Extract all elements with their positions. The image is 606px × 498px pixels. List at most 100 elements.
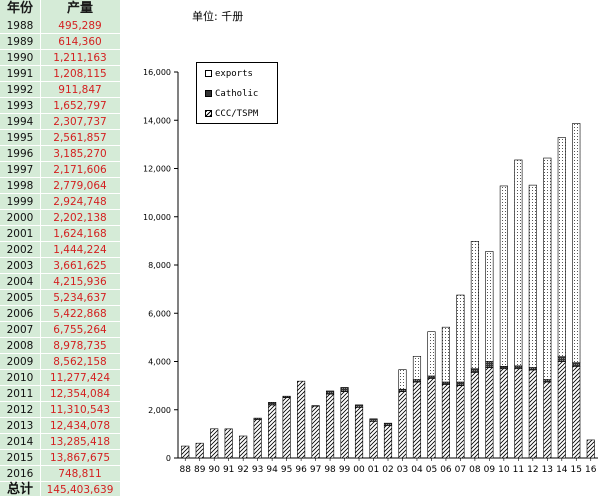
row-year[interactable]: 1991 <box>6 68 34 80</box>
table-row[interactable]: 1991 1,208,115 <box>0 66 120 82</box>
row-value[interactable]: 2,779,064 <box>53 180 107 192</box>
x-tick-label-06: 06 <box>440 465 452 475</box>
row-year[interactable]: 1999 <box>6 196 34 208</box>
table-row[interactable]: 2016 748,811 <box>0 466 120 482</box>
row-year[interactable]: 2016 <box>6 468 34 480</box>
row-value[interactable]: 8,978,735 <box>53 340 107 352</box>
table-row[interactable]: 2014 13,285,418 <box>0 434 120 450</box>
bar-segment-catholic-02 <box>383 422 393 426</box>
row-value[interactable]: 2,307,737 <box>53 116 107 128</box>
row-year[interactable]: 1998 <box>6 180 34 192</box>
row-value[interactable]: 12,354,084 <box>49 388 111 400</box>
table-row[interactable]: 2001 1,624,168 <box>0 226 120 242</box>
stacked-bar-chart[interactable]: 0 2,000 4,000 6,000 8,000 10,000 12,000 14,000 1… <box>120 0 606 496</box>
table-row[interactable]: 2003 3,661,625 <box>0 258 120 274</box>
row-year[interactable]: 1989 <box>6 36 34 48</box>
table-row[interactable]: 1994 2,307,737 <box>0 114 120 130</box>
row-value[interactable]: 11,310,543 <box>49 404 111 416</box>
table-row[interactable]: 1990 1,211,163 <box>0 50 120 66</box>
row-value[interactable]: 13,867,675 <box>49 452 111 464</box>
row-value[interactable]: 1,444,224 <box>53 244 107 256</box>
row-value[interactable]: 3,661,625 <box>53 260 107 272</box>
row-year[interactable]: 2012 <box>6 404 34 416</box>
table-row[interactable]: 2009 8,562,158 <box>0 354 120 370</box>
table-row[interactable]: 2004 4,215,936 <box>0 274 120 290</box>
row-value[interactable]: 1,652,797 <box>53 100 107 112</box>
table-row[interactable]: 1997 2,171,606 <box>0 162 120 178</box>
table-row[interactable]: 2012 11,310,543 <box>0 402 120 418</box>
header-value[interactable]: 产量 <box>66 1 93 16</box>
row-year[interactable]: 2006 <box>6 308 34 320</box>
row-value[interactable]: 614,360 <box>58 36 102 48</box>
row-year[interactable]: 2001 <box>6 228 34 240</box>
row-year[interactable]: 2000 <box>6 212 34 224</box>
row-year[interactable]: 2005 <box>6 292 34 304</box>
row-year[interactable]: 2015 <box>6 452 34 464</box>
table-row[interactable]: 1992 911,847 <box>0 82 120 98</box>
row-year[interactable]: 1995 <box>6 132 34 144</box>
table-row[interactable]: 1989 614,360 <box>0 34 120 50</box>
table-row[interactable]: 2008 8,978,735 <box>0 338 120 354</box>
row-year[interactable]: 2013 <box>6 420 34 432</box>
row-value[interactable]: 495,289 <box>58 20 102 32</box>
table-row[interactable]: 2006 5,422,868 <box>0 306 120 322</box>
row-year[interactable]: 1994 <box>6 116 34 128</box>
row-year[interactable]: 1993 <box>6 100 34 112</box>
x-tick-label-99: 99 <box>339 465 351 475</box>
bar-segment-ccc-tspm-06 <box>441 384 450 459</box>
table-row[interactable]: 2007 6,755,264 <box>0 322 120 338</box>
table-row[interactable]: 1988 495,289 <box>0 18 120 34</box>
header-year[interactable]: 年份 <box>6 1 33 16</box>
row-value[interactable]: 145,403,639 <box>46 484 114 496</box>
row-value[interactable]: 5,234,637 <box>53 292 107 304</box>
table-row[interactable]: 2010 11,277,424 <box>0 370 120 386</box>
row-value[interactable]: 2,561,857 <box>53 132 107 144</box>
table-row[interactable]: 2000 2,202,138 <box>0 210 120 226</box>
row-value[interactable]: 11,277,424 <box>49 372 111 384</box>
row-value[interactable]: 1,624,168 <box>53 228 107 240</box>
table-row[interactable]: 2013 12,434,078 <box>0 418 120 434</box>
row-value[interactable]: 5,422,868 <box>53 308 107 320</box>
row-year[interactable]: 2014 <box>6 436 34 448</box>
row-year[interactable]: 2009 <box>6 356 34 368</box>
row-value[interactable]: 4,215,936 <box>53 276 107 288</box>
row-value[interactable]: 2,924,748 <box>53 196 107 208</box>
row-year[interactable]: 2011 <box>6 388 34 400</box>
table-row[interactable]: 1996 3,185,270 <box>0 146 120 162</box>
row-value[interactable]: 2,202,138 <box>53 212 107 224</box>
row-year[interactable]: 2004 <box>6 276 34 288</box>
row-year[interactable]: 1988 <box>6 20 34 32</box>
row-year[interactable]: 2003 <box>6 260 34 272</box>
legend-label-ccc-tspm: CCC/TSPM <box>215 109 259 119</box>
table-row[interactable]: 1998 2,779,064 <box>0 178 120 194</box>
row-value[interactable]: 748,811 <box>58 468 102 480</box>
table-row[interactable]: 1999 2,924,748 <box>0 194 120 210</box>
row-value[interactable]: 12,434,078 <box>49 420 111 432</box>
row-value[interactable]: 2,171,606 <box>53 164 107 176</box>
row-year[interactable]: 2002 <box>6 244 34 256</box>
row-year[interactable]: 1990 <box>6 52 34 64</box>
row-value[interactable]: 13,285,418 <box>49 436 111 448</box>
table-row[interactable]: 1993 1,652,797 <box>0 98 120 114</box>
row-year[interactable]: 总计 <box>6 482 33 497</box>
row-year[interactable]: 1996 <box>6 148 34 160</box>
row-value[interactable]: 1,208,115 <box>53 68 107 80</box>
row-year[interactable]: 2010 <box>6 372 34 384</box>
chart-legend[interactable]: exports Catholic CCC/TSPM <box>196 62 278 124</box>
row-value[interactable]: 911,847 <box>58 84 102 96</box>
row-year[interactable]: 1992 <box>6 84 34 96</box>
row-year[interactable]: 2008 <box>6 340 34 352</box>
row-value[interactable]: 3,185,270 <box>53 148 107 160</box>
table-row[interactable]: 1995 2,561,857 <box>0 130 120 146</box>
table-row[interactable]: 2005 5,234,637 <box>0 290 120 306</box>
table-row[interactable]: 2002 1,444,224 <box>0 242 120 258</box>
table-row[interactable]: 2011 12,354,084 <box>0 386 120 402</box>
row-value[interactable]: 1,211,163 <box>53 52 107 64</box>
bar-segment-ccc-tspm-04 <box>412 381 422 459</box>
row-value[interactable]: 8,562,158 <box>53 356 107 368</box>
row-value[interactable]: 6,755,264 <box>53 324 107 336</box>
row-year[interactable]: 1997 <box>6 164 34 176</box>
table-row[interactable]: 2015 13,867,675 <box>0 450 120 466</box>
row-year[interactable]: 2007 <box>6 324 34 336</box>
y-tick-label: 16,000 <box>143 68 171 77</box>
